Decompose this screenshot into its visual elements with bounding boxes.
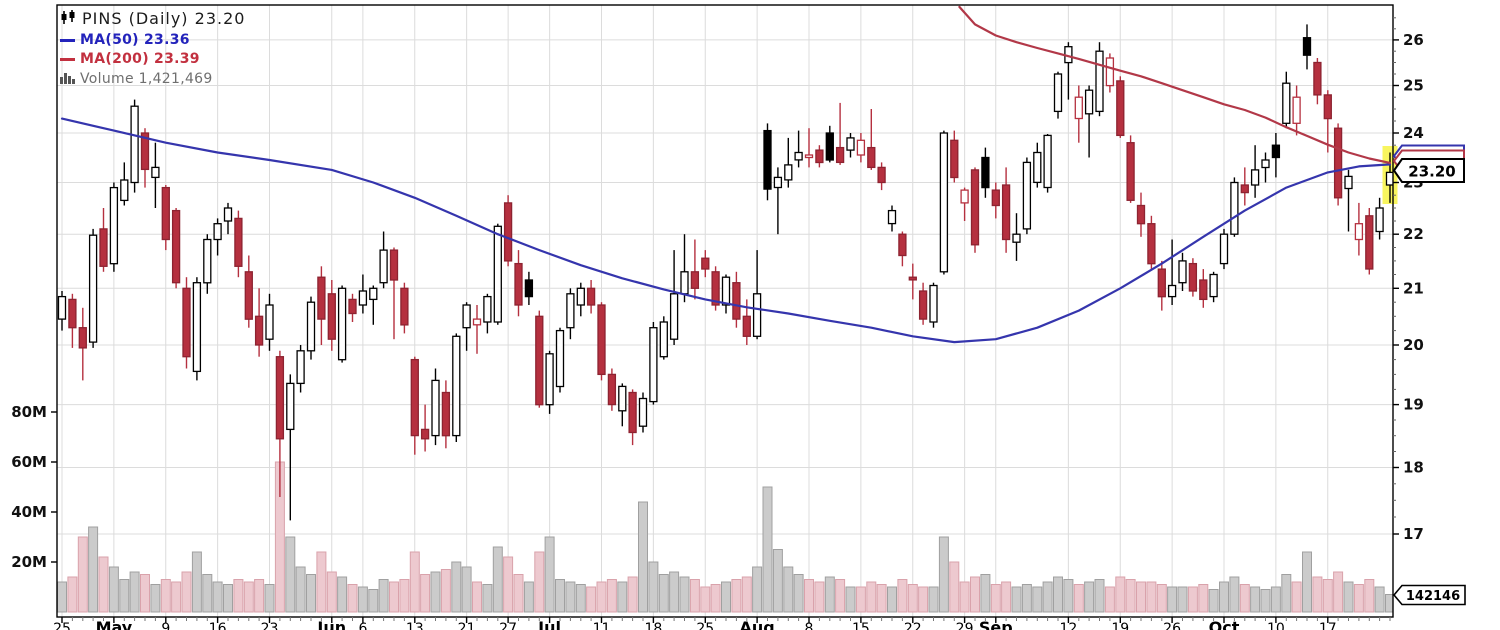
svg-text:10: 10 [1267,621,1285,630]
legend-symbol-row: PINS (Daily) 23.20 [60,10,245,28]
svg-text:19: 19 [1403,396,1424,414]
svg-text:18: 18 [644,621,662,630]
legend-ma200-row: MA(200) 23.39 [60,52,245,66]
ma200-label: MA(200) 23.39 [80,51,200,67]
svg-text:17: 17 [1319,621,1337,630]
svg-text:Oct: Oct [1209,618,1240,630]
svg-text:20: 20 [1403,336,1424,354]
svg-text:20M: 20M [11,553,47,571]
last-price-tag-text: 23.20 [1408,163,1455,181]
svg-text:18: 18 [1403,459,1424,477]
gridlines [57,5,1393,617]
svg-text:60M: 60M [11,453,47,471]
svg-text:Jun: Jun [316,618,346,630]
svg-text:May: May [96,618,133,630]
svg-text:40M: 40M [11,503,47,521]
svg-text:25: 25 [696,621,714,630]
plot-border [56,4,1394,618]
last-volume-tag-text: 142146 [1406,589,1460,604]
candlestick-icon [60,10,77,28]
svg-text:Aug: Aug [739,618,774,630]
svg-text:13: 13 [406,621,424,630]
legend-ma50-row: MA(50) 23.36 [60,33,245,47]
svg-text:24: 24 [1403,124,1424,142]
svg-text:15: 15 [852,621,870,630]
ma50-label: MA(50) 23.36 [80,32,190,48]
volume-bars-icon [60,71,75,87]
svg-text:16: 16 [209,621,227,630]
candles [57,24,1393,521]
svg-text:9: 9 [161,621,170,630]
svg-text:23: 23 [261,621,279,630]
ma200-line [958,5,1392,164]
svg-text:21: 21 [458,621,476,630]
price-axis: 17181920212223242526 [1393,17,1424,543]
svg-text:8: 8 [805,621,814,630]
svg-text:26: 26 [1163,621,1181,630]
svg-text:27: 27 [499,621,517,630]
chart-legend: PINS (Daily) 23.20 MA(50) 23.36 MA(200) … [60,10,245,92]
ma50-line [60,117,1392,344]
svg-text:11: 11 [593,621,611,630]
last-volume-tag [1392,584,1466,606]
svg-text:25: 25 [1403,77,1424,95]
svg-text:17: 17 [1403,525,1424,543]
svg-text:29: 29 [956,621,974,630]
last-price-tag [1392,158,1465,183]
svg-text:21: 21 [1403,279,1424,297]
svg-text:19: 19 [1111,621,1129,630]
svg-text:6: 6 [358,621,367,630]
svg-text:80M: 80M [11,403,47,421]
svg-text:25: 25 [53,621,71,630]
svg-text:26: 26 [1403,31,1424,49]
svg-text:Sep: Sep [979,618,1013,630]
svg-text:12: 12 [1059,621,1077,630]
svg-text:22: 22 [904,621,922,630]
volume-bars [57,461,1393,613]
symbol-title: PINS (Daily) 23.20 [82,9,246,28]
legend-volume-row: Volume 1,421,469 [60,71,245,87]
svg-text:22: 22 [1403,225,1424,243]
ma200-line-icon [60,57,75,61]
volume-label: Volume 1,421,469 [80,71,213,87]
date-axis: 25 May 9 16 23 Jun 6 13 21 27 Jul 11 18 25 Aug 8 15 22 29 S… [53,617,1391,630]
volume-axis: 20M 40M 60M 80M [11,403,57,571]
svg-text:Jul: Jul [537,618,561,630]
ma50-line-icon [60,38,75,42]
